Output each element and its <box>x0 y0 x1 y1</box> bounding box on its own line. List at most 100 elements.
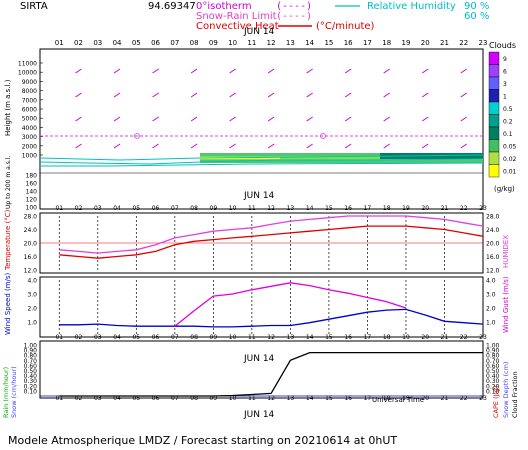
y-tick-label-right: 12.0 <box>486 268 500 275</box>
series-line <box>59 215 484 254</box>
hour-tick-label: 05 <box>132 334 140 341</box>
hour-tick-label: 02 <box>74 39 83 47</box>
hour-tick-label: 04 <box>113 334 121 341</box>
height-low-tick-label: 120 <box>26 197 38 204</box>
wind-barb <box>190 116 198 122</box>
hour-tick-label: 23 <box>479 39 488 47</box>
y-tick-label-right: 2.0 <box>486 306 496 313</box>
hour-tick-label: 17 <box>363 39 372 47</box>
hour-tick-label: 15 <box>325 334 333 341</box>
y-tick-label-right: 0.30 <box>486 378 500 385</box>
wind-barb <box>421 68 429 74</box>
hour-tick-label: 06 <box>151 39 160 47</box>
hour-tick-label: 05 <box>132 395 140 402</box>
y-tick-label-right: 0.20 <box>486 383 500 390</box>
snow-rain-legend: Snow-Rain Limit <box>196 11 277 22</box>
series-line <box>59 308 484 328</box>
height-ylabel: Height (m a.s.l.) <box>4 79 12 136</box>
hour-tick-label: 06 <box>152 334 160 341</box>
cloud-scale-swatch <box>488 114 500 128</box>
y-tick-label: 2.0 <box>27 306 37 313</box>
hour-tick-label: 15 <box>325 395 333 402</box>
wind-barb <box>383 116 390 122</box>
y-tick-label-right: 1.00 <box>486 343 500 350</box>
cloud-scale-label: 0.02 <box>503 156 517 163</box>
hour-tick-label: 17 <box>364 205 372 212</box>
hour-tick-label: 08 <box>190 395 198 402</box>
y-tick-label-right: 0.10 <box>486 388 500 395</box>
y-tick-label-right: 20.0 <box>486 241 500 248</box>
wind-speed-ylabel: Wind Speed (m/s) <box>4 272 12 335</box>
cloud-scale-title: Clouds <box>489 41 516 50</box>
hour-tick-label: 21 <box>441 205 449 212</box>
height-panel: 11000 10000 9000 8000 7000 6000 5000 4000 3000 20… <box>18 61 487 213</box>
height-tick-label: 11000 <box>18 61 37 68</box>
height-tick-label: 8000 <box>22 88 37 95</box>
wind-barb <box>344 143 352 149</box>
wind-barb <box>152 92 159 98</box>
wind-barb <box>460 116 468 122</box>
y-tick-label: 0.70 <box>24 358 38 365</box>
rh-contour <box>39 158 484 165</box>
cloud-scale-label: 6 <box>503 69 507 76</box>
wind-barb <box>267 116 275 122</box>
y-tick-label: 16.0 <box>24 254 38 261</box>
wind-barb <box>75 68 82 74</box>
cloud-scale-swatch <box>488 164 500 178</box>
wind-panel-frame <box>39 276 484 338</box>
y-tick-label-right: 3.0 <box>486 292 496 299</box>
series-line <box>59 351 483 397</box>
hour-tick-label: 03 <box>93 39 102 47</box>
wind-barb <box>306 143 313 149</box>
wind-barb <box>152 116 159 122</box>
hour-tick-label: 19 <box>402 205 410 212</box>
rh-60: 60 % <box>464 11 489 22</box>
rain-panel: 1.00 1.000.90 0.900.80 0.800.70 0.700.60 0.60… <box>24 343 500 397</box>
cloud-scale-swatch <box>488 89 500 103</box>
hour-tick-label: 19 <box>402 395 410 402</box>
y-tick-label: 1.0 <box>27 320 37 327</box>
height-tick-label: 4000 <box>22 125 37 132</box>
hour-tick-label: 09 <box>210 395 218 402</box>
wind-barb <box>229 92 236 98</box>
cloud-scale-label: 9 <box>503 56 507 63</box>
hour-tick-label: 03 <box>94 395 102 402</box>
y-tick-label: 3.0 <box>27 292 37 299</box>
wind-barb <box>306 116 313 122</box>
cloud-scale-swatch <box>488 101 500 115</box>
hour-tick-label: 16 <box>344 334 352 341</box>
hour-tick-label: 17 <box>364 334 372 341</box>
cloud-scale-label: 0.01 <box>503 169 517 176</box>
rh-90: 90 % <box>464 1 489 12</box>
y-tick-label-right: 0.60 <box>486 363 500 370</box>
date-label-top: JUN 14 <box>243 27 275 37</box>
wind-barb <box>383 143 390 149</box>
wind-barb <box>344 116 352 122</box>
y-tick-label: 4.0 <box>27 278 37 285</box>
hour-tick-label: 01 <box>55 334 63 341</box>
rain-ylabel: Rain (mm/hour) <box>2 367 10 418</box>
hour-tick-label: 12 <box>267 39 276 47</box>
hour-tick-label: 11 <box>247 39 256 47</box>
rain-date-label: JUN 14 <box>243 354 275 364</box>
hour-tick-label: 22 <box>459 39 468 47</box>
snow-rain-style: (----) <box>276 11 312 22</box>
hour-tick-label: 22 <box>460 395 468 402</box>
hour-tick-label: 15 <box>325 205 333 212</box>
hour-tick-label: 02 <box>75 395 83 402</box>
date-label-bottom: JUN 14 <box>243 410 275 420</box>
isotherm-legend: 0°isotherm <box>196 1 252 12</box>
hour-tick-label: 13 <box>287 395 295 402</box>
wind-barb <box>75 116 82 122</box>
hour-tick-label: 08 <box>190 205 198 212</box>
hour-tick-label: 10 <box>229 395 237 402</box>
hour-tick-label: 11 <box>248 395 256 402</box>
wind-barb <box>421 143 429 149</box>
hour-tick-label: 04 <box>113 395 121 402</box>
height-tick-label: 7000 <box>22 97 37 104</box>
hour-tick-label: 23 <box>479 334 487 341</box>
y-tick-label-right: 0.90 <box>486 348 500 355</box>
wind-barb <box>190 143 198 149</box>
wind-barb <box>460 143 468 149</box>
hour-tick-label: 14 <box>306 334 314 341</box>
